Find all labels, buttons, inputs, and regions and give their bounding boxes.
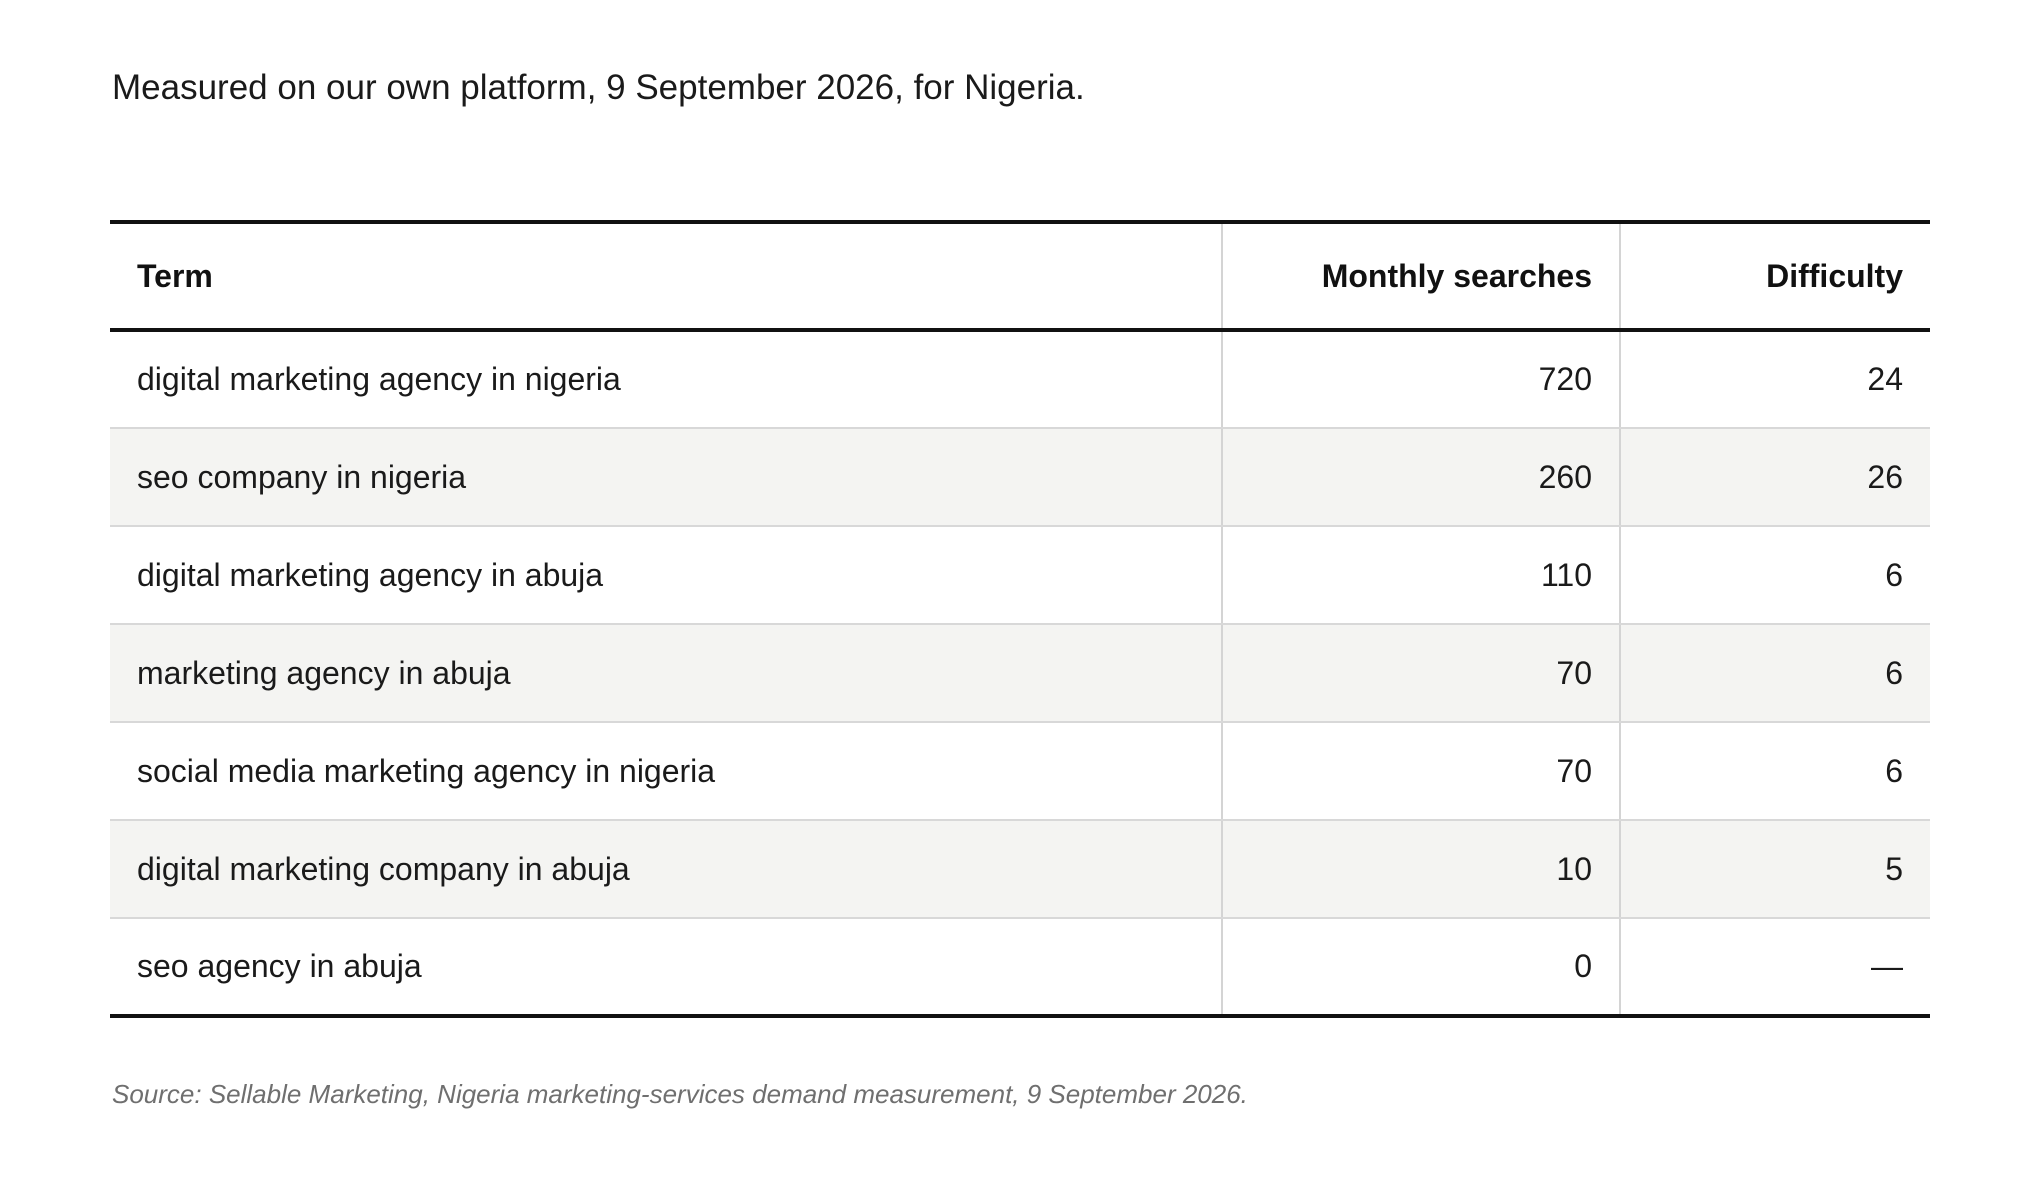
source-note: Source: Sellable Marketing, Nigeria mark… — [112, 1079, 1248, 1109]
difficulty-cell: 6 — [1620, 722, 1930, 821]
term-cell: digital marketing company in abuja — [110, 820, 1223, 919]
column-header-term: Term — [110, 222, 1223, 332]
table-row: digital marketing company in abuja 10 5 — [110, 820, 1930, 919]
keyword-table: Term Monthly searches Difficulty digital… — [110, 220, 1930, 1018]
monthly-searches-cell: 260 — [1222, 428, 1621, 527]
table-row: seo company in nigeria 260 26 — [110, 428, 1930, 527]
term-cell: seo company in nigeria — [110, 428, 1223, 527]
table-row: seo agency in abuja 0 — — [110, 918, 1930, 1016]
monthly-searches-cell: 720 — [1222, 330, 1621, 429]
monthly-searches-cell: 0 — [1222, 918, 1621, 1016]
table-row: social media marketing agency in nigeria… — [110, 722, 1930, 821]
table-row: digital marketing agency in abuja 110 6 — [110, 526, 1930, 625]
table-header: Term Monthly searches Difficulty — [110, 222, 1930, 332]
intro-text: Measured on our own platform, 9 Septembe… — [112, 68, 1085, 107]
difficulty-cell: 24 — [1620, 330, 1930, 429]
term-cell: marketing agency in abuja — [110, 624, 1223, 723]
term-cell: seo agency in abuja — [110, 918, 1223, 1016]
table-body: digital marketing agency in nigeria 720 … — [110, 330, 1930, 1016]
monthly-searches-cell: 110 — [1222, 526, 1621, 625]
difficulty-cell: — — [1871, 948, 1903, 984]
table-header-row: Term Monthly searches Difficulty — [110, 222, 1930, 332]
column-header-difficulty: Difficulty — [1620, 222, 1930, 332]
term-cell: digital marketing agency in nigeria — [110, 330, 1223, 429]
monthly-searches-cell: 70 — [1222, 624, 1621, 723]
monthly-searches-cell: 70 — [1222, 722, 1621, 821]
term-cell: digital marketing agency in abuja — [110, 526, 1223, 625]
monthly-searches-cell: 10 — [1222, 820, 1621, 919]
difficulty-cell: 5 — [1620, 820, 1930, 919]
table-row: digital marketing agency in nigeria 720 … — [110, 330, 1930, 429]
difficulty-cell: 6 — [1620, 624, 1930, 723]
term-cell: social media marketing agency in nigeria — [110, 722, 1223, 821]
table-row: marketing agency in abuja 70 6 — [110, 624, 1930, 723]
column-header-monthly-searches: Monthly searches — [1222, 222, 1621, 332]
difficulty-cell: 6 — [1620, 526, 1930, 625]
difficulty-cell: 26 — [1620, 428, 1930, 527]
